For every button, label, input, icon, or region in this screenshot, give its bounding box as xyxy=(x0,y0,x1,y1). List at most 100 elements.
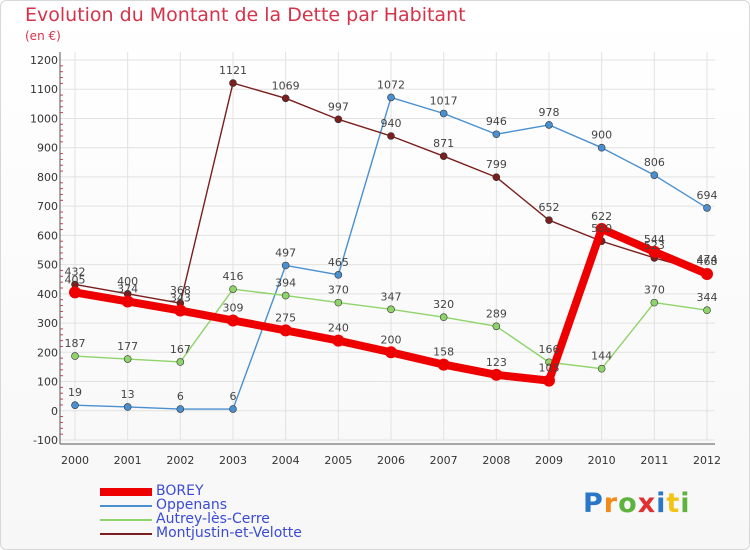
data-point xyxy=(387,132,395,140)
data-point xyxy=(543,374,555,387)
y-tick-label: 600 xyxy=(37,229,58,242)
data-label: 1121 xyxy=(219,64,247,77)
data-point xyxy=(332,334,345,347)
legend-swatch xyxy=(100,505,152,507)
data-label: 103 xyxy=(539,362,560,375)
data-label: 468 xyxy=(697,255,718,268)
data-point xyxy=(229,79,237,87)
data-label: 465 xyxy=(328,256,349,269)
logo-letter: r xyxy=(603,488,619,519)
chart-title: Evolution du Montant de la Dette par Hab… xyxy=(25,4,466,26)
x-tick-label: 2003 xyxy=(219,454,247,467)
y-tick-label: 1100 xyxy=(30,83,58,96)
data-point xyxy=(281,291,290,300)
data-point xyxy=(492,322,501,331)
data-point xyxy=(334,115,343,124)
data-label: 240 xyxy=(328,322,349,335)
data-point xyxy=(597,364,606,373)
data-label: 19 xyxy=(68,386,82,399)
y-tick-label: 700 xyxy=(37,200,58,213)
data-label: 1072 xyxy=(377,78,405,91)
data-point xyxy=(229,285,237,293)
data-point xyxy=(597,143,606,152)
data-point xyxy=(650,171,659,179)
legend-label: BOREY xyxy=(156,483,204,499)
data-point xyxy=(227,314,239,327)
data-label: 652 xyxy=(539,201,560,214)
y-tick-label: 1200 xyxy=(30,54,58,67)
data-label: 13 xyxy=(121,388,135,401)
logo-letter: i xyxy=(680,488,691,519)
data-label: 523 xyxy=(644,239,665,252)
data-label: 799 xyxy=(486,158,507,171)
data-label: 806 xyxy=(644,156,665,169)
data-label: 275 xyxy=(275,311,296,324)
legend-swatch xyxy=(100,519,152,521)
data-point xyxy=(229,405,237,413)
data-point xyxy=(703,204,711,212)
x-tick-label: 2008 xyxy=(482,454,510,467)
data-point xyxy=(385,346,397,359)
y-tick-label: 200 xyxy=(37,346,58,359)
data-point xyxy=(439,313,448,322)
data-point xyxy=(176,358,185,366)
data-point xyxy=(492,130,501,139)
data-label: 343 xyxy=(170,292,191,305)
data-point xyxy=(703,306,711,315)
data-label: 368 xyxy=(170,284,191,297)
legend-label: Montjustin-et-Velotte xyxy=(156,525,302,541)
data-label: 432 xyxy=(65,265,86,278)
data-label: 416 xyxy=(223,270,244,283)
y-tick-label: 1000 xyxy=(30,112,58,125)
data-label: 166 xyxy=(539,343,560,356)
data-point xyxy=(492,173,501,182)
data-label: 187 xyxy=(65,337,86,350)
data-label: 940 xyxy=(381,117,402,130)
data-point xyxy=(439,109,448,118)
data-label: 400 xyxy=(117,275,138,288)
legend-label: Autrey-lès-Cerre xyxy=(156,511,270,527)
data-label: 177 xyxy=(117,340,138,353)
data-label: 474 xyxy=(697,253,718,266)
data-label: 1069 xyxy=(272,79,300,92)
data-point xyxy=(281,261,290,270)
legend-swatch xyxy=(100,533,152,535)
y-tick-label: -100 xyxy=(33,434,58,447)
y-tick-label: 800 xyxy=(37,171,58,184)
data-point xyxy=(123,355,132,363)
data-point xyxy=(545,121,553,129)
y-tick-label: 300 xyxy=(37,317,58,330)
data-point xyxy=(439,152,448,160)
data-label: 158 xyxy=(433,346,454,359)
data-label: 997 xyxy=(328,100,349,113)
proxiti-logo: Proxiti xyxy=(583,488,691,519)
data-point xyxy=(174,304,187,317)
data-label: 544 xyxy=(644,233,665,246)
x-tick-label: 2000 xyxy=(61,454,89,467)
data-label: 370 xyxy=(644,284,665,297)
logo-letter: P xyxy=(583,488,604,519)
data-label: 6 xyxy=(230,390,237,403)
x-tick-label: 2007 xyxy=(430,454,458,467)
x-tick-label: 2011 xyxy=(640,454,668,467)
legend-swatch xyxy=(100,488,152,496)
data-point xyxy=(387,305,395,314)
data-label: 694 xyxy=(697,189,718,202)
logo-letter: x xyxy=(637,488,657,519)
data-point xyxy=(281,94,290,103)
data-point xyxy=(701,267,713,280)
data-label: 622 xyxy=(591,210,612,223)
data-label: 580 xyxy=(591,222,612,235)
data-point xyxy=(545,216,553,224)
x-tick-label: 2012 xyxy=(693,454,721,467)
data-point xyxy=(334,271,343,279)
logo-letter: o xyxy=(618,488,638,519)
data-point xyxy=(71,352,79,360)
data-label: 167 xyxy=(170,343,191,356)
y-tick-label: 500 xyxy=(37,259,58,272)
data-point xyxy=(648,245,661,258)
x-tick-label: 2006 xyxy=(377,454,405,467)
data-point xyxy=(650,298,659,307)
data-label: 405 xyxy=(65,273,86,286)
